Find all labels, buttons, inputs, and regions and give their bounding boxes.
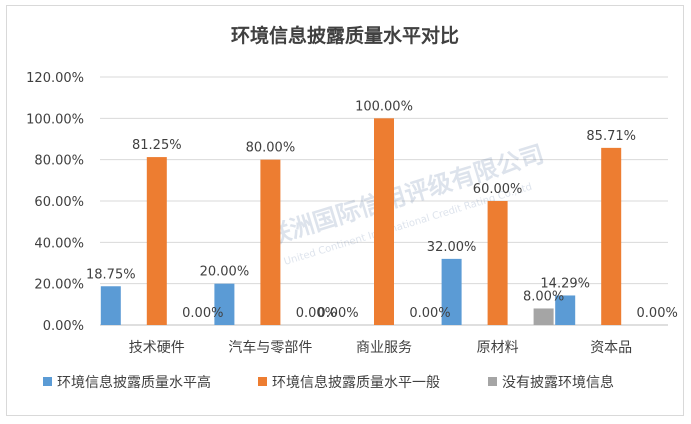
x-tick-label: 商业服务	[356, 340, 412, 356]
bar	[374, 118, 394, 325]
data-label: 0.00%	[182, 306, 223, 321]
data-label: 0.00%	[637, 306, 678, 321]
data-label: 14.29%	[540, 276, 590, 291]
data-label: 18.75%	[86, 267, 136, 282]
chart-frame	[6, 5, 684, 416]
legend-label: 环境信息披露质量水平高	[57, 374, 211, 391]
bar	[441, 258, 462, 325]
y-tick-label: 80.00%	[34, 154, 84, 169]
bar	[100, 286, 121, 325]
y-tick-label: 40.00%	[34, 236, 84, 251]
chart-title: 环境信息披露质量水平对比	[231, 24, 459, 47]
data-label: 100.00%	[355, 99, 413, 114]
y-tick-label: 60.00%	[34, 195, 84, 210]
y-tick-label: 100.00%	[26, 112, 84, 127]
bar	[260, 159, 281, 325]
data-label-layer: 18.75%81.25%0.00%20.00%80.00%0.00%0.00%1…	[86, 99, 678, 321]
x-tick-label: 资本品	[590, 340, 632, 356]
bar	[601, 147, 622, 325]
legend-swatch	[43, 377, 52, 386]
data-label: 80.00%	[246, 141, 296, 156]
bar	[487, 201, 508, 325]
y-tick-label: 120.00%	[26, 71, 84, 86]
data-label: 85.71%	[586, 129, 636, 144]
data-label: 81.25%	[132, 138, 182, 153]
legend: 环境信息披露质量水平高 环境信息披露质量水平一般 没有披露环境信息	[43, 374, 614, 391]
data-label: 20.00%	[200, 265, 250, 280]
data-label: 8.00%	[523, 289, 564, 304]
legend-swatch	[488, 377, 497, 386]
data-label: 32.00%	[427, 240, 477, 255]
legend-swatch	[258, 377, 267, 386]
legend-label: 没有披露环境信息	[502, 374, 614, 391]
y-tick-label: 20.00%	[34, 278, 84, 293]
bar	[146, 157, 167, 325]
bar	[214, 283, 235, 325]
legend-label: 环境信息披露质量水平一般	[272, 374, 440, 391]
bar-layer	[100, 118, 622, 325]
bar	[555, 295, 576, 325]
data-label: 0.00%	[317, 306, 358, 321]
x-tick-label: 技术硬件	[129, 340, 185, 356]
y-tick-label: 0.00%	[43, 319, 84, 334]
data-label: 60.00%	[473, 182, 523, 197]
bar	[533, 308, 554, 325]
data-label: 0.00%	[409, 306, 450, 321]
x-tick-label: 原材料	[477, 340, 519, 356]
x-tick-label: 汽车与零部件	[228, 339, 312, 356]
data-label: 0.00%	[296, 306, 337, 321]
